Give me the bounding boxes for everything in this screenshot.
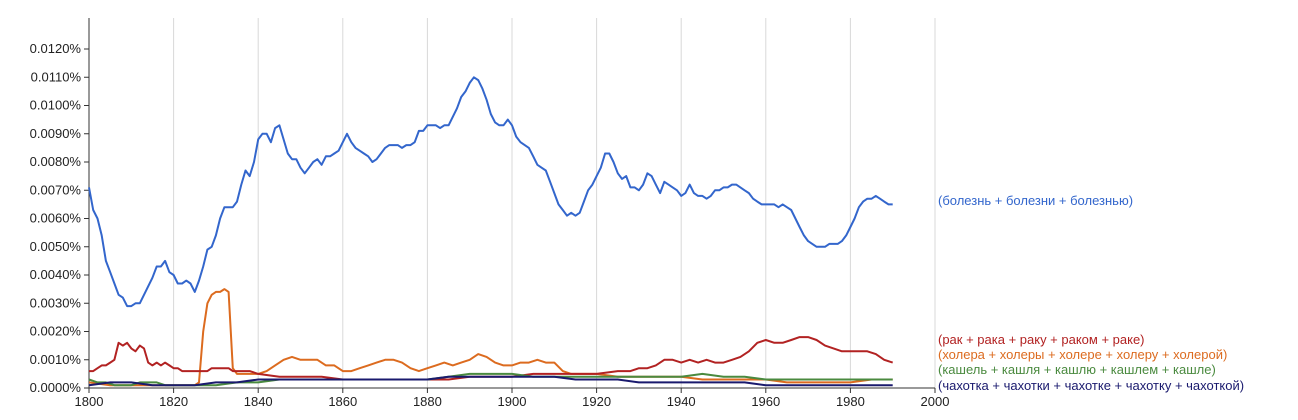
y-axis-ticks: 0.0000% 0.0010% 0.0020% 0.0030% 0.0040% 0.005… bbox=[30, 41, 89, 395]
legend-entry-3: (кашель + кашля + кашлю + кашлем + кашле… bbox=[938, 362, 1216, 377]
x-tick-label: 1900 bbox=[498, 394, 527, 409]
series-line-0 bbox=[88, 76, 893, 308]
x-tick-label: 1880 bbox=[413, 394, 442, 409]
x-tick-label: 1800 bbox=[75, 394, 104, 409]
x-tick-label: 1960 bbox=[751, 394, 780, 409]
legend-entry-2: (холера + холеры + холере + холеру + хол… bbox=[938, 347, 1227, 362]
y-tick-label: 0.0040% bbox=[30, 267, 82, 282]
x-tick-label: 1840 bbox=[244, 394, 273, 409]
y-tick-label: 0.0120% bbox=[30, 41, 82, 56]
y-tick-label: 0.0070% bbox=[30, 182, 82, 197]
y-tick-label: 0.0050% bbox=[30, 239, 82, 254]
y-tick-label: 0.0060% bbox=[30, 211, 82, 226]
x-tick-label: 1820 bbox=[159, 394, 188, 409]
y-tick-label: 0.0010% bbox=[30, 352, 82, 367]
y-tick-label: 0.0030% bbox=[30, 295, 82, 310]
y-tick-label: 0.0020% bbox=[30, 324, 82, 339]
legend-entry-4: (чахотка + чахотки + чахотке + чахотку +… bbox=[938, 378, 1244, 393]
series-line-4 bbox=[88, 375, 893, 387]
gridlines bbox=[173, 18, 936, 388]
legend: (болезнь + болезни + болезнью) (рак + рак… bbox=[938, 193, 1244, 393]
y-tick-label: 0.0110% bbox=[31, 69, 82, 84]
x-tick-label: 1920 bbox=[582, 394, 611, 409]
x-tick-label: 2000 bbox=[921, 394, 950, 409]
x-tick-label: 1940 bbox=[667, 394, 696, 409]
y-tick-label: 0.0090% bbox=[30, 126, 82, 141]
series-lines bbox=[88, 76, 894, 387]
legend-entry-0: (болезнь + болезни + болезнью) bbox=[938, 193, 1133, 208]
legend-entry-1: (рак + рака + раку + раком + раке) bbox=[938, 332, 1145, 347]
x-tick-label: 1860 bbox=[328, 394, 357, 409]
y-tick-label: 0.0000% bbox=[30, 380, 82, 395]
x-axis-ticks: 1800 1820 1840 1860 1880 1900 1920 1940 1960 1980… bbox=[75, 388, 950, 409]
y-tick-label: 0.0080% bbox=[30, 154, 82, 169]
x-tick-label: 1980 bbox=[836, 394, 865, 409]
y-tick-label: 0.0100% bbox=[30, 98, 82, 113]
